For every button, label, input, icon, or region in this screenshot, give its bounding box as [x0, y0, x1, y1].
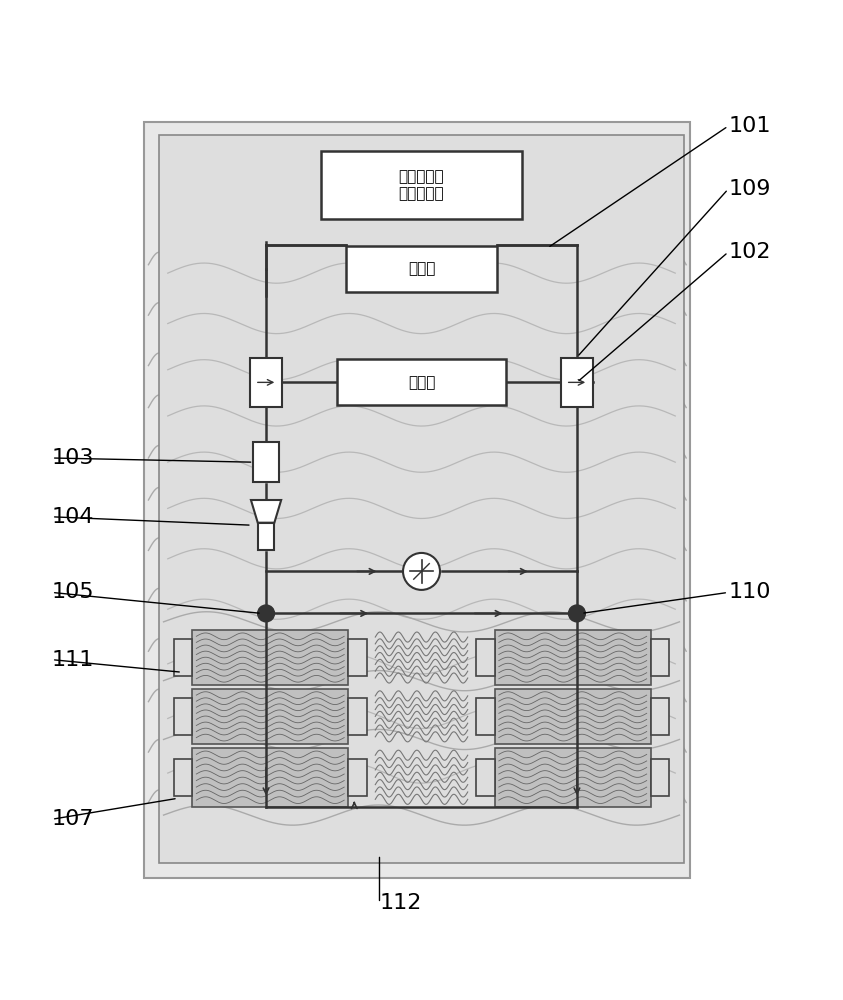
- Text: 103: 103: [51, 448, 94, 468]
- Circle shape: [568, 605, 585, 622]
- Bar: [348, 698, 367, 735]
- Bar: [254, 442, 279, 482]
- Bar: [174, 759, 192, 796]
- Text: 102: 102: [728, 242, 771, 262]
- Text: 109: 109: [728, 179, 771, 199]
- Bar: [476, 698, 495, 735]
- Bar: [651, 759, 669, 796]
- Bar: [320, 151, 523, 219]
- Bar: [159, 135, 684, 863]
- Text: 107: 107: [51, 809, 94, 829]
- Bar: [476, 639, 495, 676]
- Bar: [337, 359, 506, 405]
- Bar: [174, 698, 192, 735]
- Bar: [348, 639, 367, 676]
- Bar: [192, 689, 348, 744]
- Bar: [476, 759, 495, 796]
- Bar: [495, 689, 651, 744]
- Polygon shape: [251, 500, 282, 523]
- Bar: [192, 748, 348, 807]
- Text: 112: 112: [379, 893, 422, 913]
- Bar: [346, 246, 497, 292]
- Bar: [348, 759, 367, 796]
- Circle shape: [403, 553, 440, 590]
- Text: 散热器: 散热器: [408, 261, 435, 276]
- Circle shape: [258, 605, 275, 622]
- Bar: [174, 639, 192, 676]
- Bar: [561, 358, 593, 407]
- Text: 加热器: 加热器: [408, 375, 435, 390]
- Text: 104: 104: [51, 507, 94, 527]
- Bar: [651, 698, 669, 735]
- Bar: [651, 639, 669, 676]
- Bar: [495, 630, 651, 685]
- Bar: [192, 630, 348, 685]
- Text: 电池热管理
中央控制器: 电池热管理 中央控制器: [399, 169, 444, 201]
- Text: 110: 110: [728, 582, 771, 602]
- Text: 111: 111: [51, 650, 94, 670]
- Bar: [495, 748, 651, 807]
- Bar: [144, 122, 690, 878]
- Bar: [250, 358, 282, 407]
- Text: 101: 101: [728, 116, 771, 136]
- Bar: [258, 523, 274, 550]
- Text: 105: 105: [51, 582, 94, 602]
